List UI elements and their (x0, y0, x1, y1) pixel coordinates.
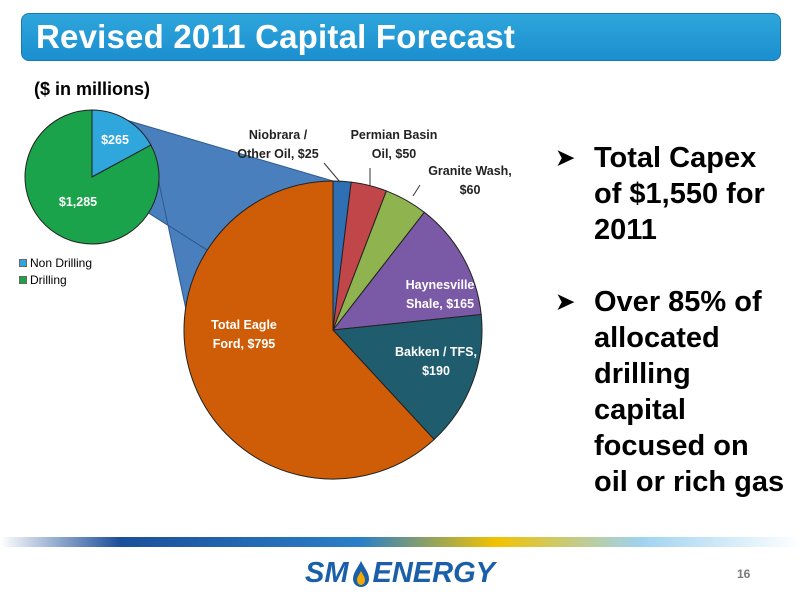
legend-item-drilling: Drilling (19, 271, 92, 288)
legend-swatch (19, 258, 27, 267)
bullet-text: Total Capex of $1,550 for 2011 (594, 142, 765, 246)
company-logo: SM ENERGY (305, 557, 495, 590)
page-number: 16 (737, 567, 751, 581)
leader-line (412, 184, 421, 197)
arrow-bullet-icon: ➤ (556, 289, 575, 314)
pie-label-non-drilling: $265 (101, 133, 129, 147)
pie-slice-bakken-tfs (331, 313, 483, 441)
pie-label-haynesville-shale: Haynesville Shale, $165 (406, 278, 475, 311)
pie-label-total-eagle-ford: Total Eagle Ford, $795 (211, 318, 277, 351)
pie-label-drilling: $1,285 (59, 195, 97, 209)
legend-label: Drilling (30, 272, 67, 287)
pie-label-permian-basin-oil: Permian Basin Oil, $50 (351, 128, 438, 161)
pie-label-granite-wash: Granite Wash, $60 (428, 164, 512, 197)
bullet-text: Over 85% of allocated drilling capital f… (594, 286, 785, 498)
logo-text-right: ENERGY (372, 557, 495, 589)
bullet-item: ➤ Over 85% of allocated drilling capital… (556, 284, 786, 500)
pie-slice-total-eagle-ford (183, 180, 435, 480)
pie-slice-drilling (24, 109, 160, 245)
legend-label: Non Drilling (30, 255, 93, 270)
pie-slice-non-drilling (91, 109, 152, 178)
bullet-list: ➤ Total Capex of $1,550 for 2011 ➤ Over … (556, 140, 786, 500)
bullet-item: ➤ Total Capex of $1,550 for 2011 (556, 140, 786, 248)
logo-text-left: SM (305, 557, 349, 589)
slide-title: Revised 2011 Capital Forecast (36, 18, 516, 55)
legend-item-non-drilling: Non Drilling (19, 254, 92, 271)
flame-icon (352, 560, 369, 587)
title-bar (21, 13, 781, 61)
pie-label-niobrara-other-oil: Niobrara / Other Oil, $25 (237, 128, 318, 161)
units-subtitle: ($ in millions) (34, 79, 151, 99)
pie-slice-haynesville-shale (331, 211, 482, 331)
arrow-bullet-icon: ➤ (556, 145, 575, 170)
pie-label-bakken-tfs: Bakken / TFS, $190 (395, 345, 477, 378)
leader-line (323, 162, 341, 183)
legend-swatch (19, 275, 27, 284)
footer-divider (0, 537, 800, 547)
legend: Non Drilling Drilling (19, 254, 92, 288)
